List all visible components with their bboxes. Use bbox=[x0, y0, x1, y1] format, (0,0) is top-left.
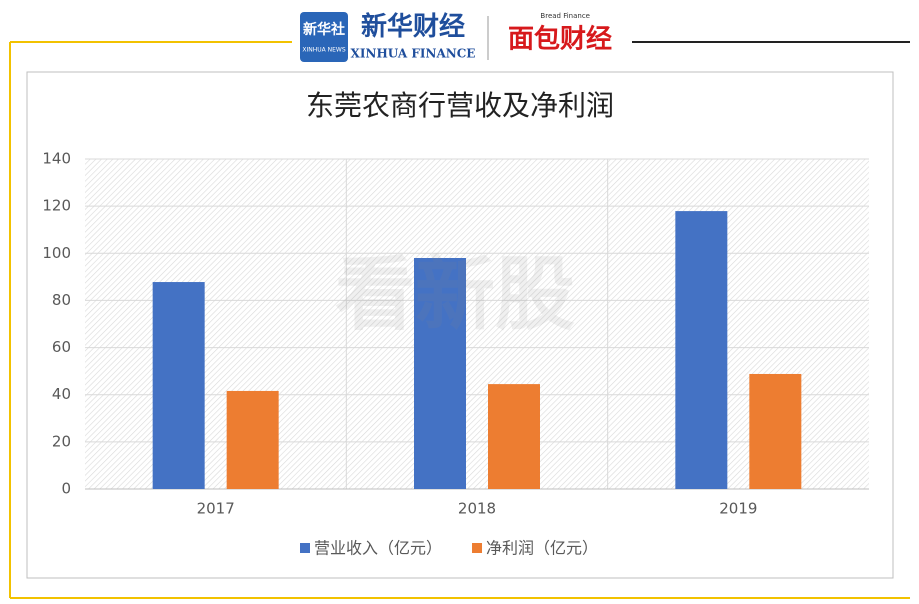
bar bbox=[488, 384, 540, 489]
bar bbox=[226, 390, 279, 489]
bar bbox=[675, 211, 728, 490]
logo-sub: XINHUA NEWS bbox=[302, 47, 345, 54]
y-tick-label: 60 bbox=[52, 338, 71, 356]
y-tick-label: 120 bbox=[42, 197, 71, 215]
plot-area bbox=[85, 159, 869, 489]
legend-swatch bbox=[300, 543, 310, 553]
y-tick-label: 100 bbox=[42, 244, 71, 262]
legend-label: 净利润（亿元） bbox=[486, 539, 598, 558]
y-tick-label: 80 bbox=[52, 291, 71, 309]
bar bbox=[152, 282, 205, 489]
logo-text: 新华社 bbox=[303, 21, 345, 38]
logo-sub: XINHUA FINANCE bbox=[351, 47, 476, 61]
y-tick-label: 20 bbox=[52, 432, 71, 450]
logo-box bbox=[300, 12, 348, 62]
legend-label: 营业收入（亿元） bbox=[314, 539, 442, 558]
logo-sub: Bread Finance bbox=[540, 12, 590, 20]
y-tick-label: 0 bbox=[61, 480, 71, 498]
logo-text: 面包财经 bbox=[508, 24, 612, 55]
legend-swatch bbox=[472, 543, 483, 553]
bar bbox=[749, 373, 802, 489]
plot: 0 20 40 60 80 100 120 140 2017 2018 2019 营业收入（亿元） 净利… bbox=[42, 150, 869, 558]
chart-title: 东莞农商行营收及净利润 bbox=[306, 89, 614, 122]
watermark: 看新股 bbox=[335, 248, 575, 341]
x-tick-label: 2019 bbox=[719, 500, 757, 518]
logo-text: 新华财经 bbox=[361, 11, 465, 42]
x-tick-label: 2017 bbox=[197, 500, 235, 518]
bar bbox=[414, 258, 466, 489]
y-tick-label: 140 bbox=[42, 150, 71, 168]
x-tick-label: 2018 bbox=[458, 500, 496, 518]
y-tick-label: 40 bbox=[52, 385, 71, 403]
